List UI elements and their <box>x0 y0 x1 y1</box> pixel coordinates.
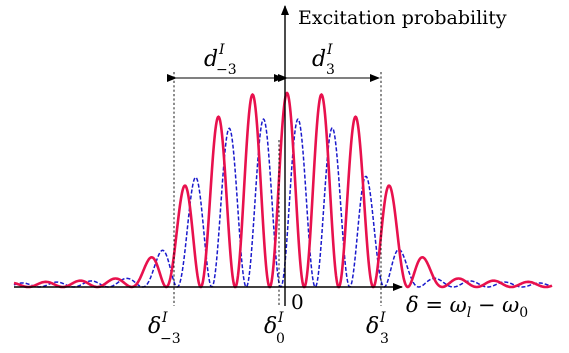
svg-text:−3: −3 <box>160 331 181 347</box>
delta-label-3: δ I 3 <box>366 310 389 347</box>
svg-text:−3: −3 <box>216 62 237 78</box>
distance-label-3: d I 3 <box>312 42 335 78</box>
svg-text:I: I <box>161 310 168 326</box>
delta-label-0: δ I 0 <box>264 310 285 347</box>
x-axis-label: δ = ωl − ω0 <box>406 293 528 321</box>
svg-text:δ: δ <box>148 314 161 339</box>
svg-text:3: 3 <box>326 62 335 78</box>
svg-text:δ: δ <box>264 314 277 339</box>
svg-text:I: I <box>379 310 386 326</box>
svg-text:I: I <box>326 42 333 58</box>
dashed-blue-curve <box>13 118 553 288</box>
origin-label: 0 <box>291 290 304 314</box>
svg-text:d: d <box>312 47 326 72</box>
distance-label-minus3: d I −3 <box>204 42 237 78</box>
y-axis-label: Excitation probability <box>298 7 507 29</box>
delta-label-minus3: δ I −3 <box>148 310 181 347</box>
svg-text:I: I <box>218 42 225 58</box>
svg-text:3: 3 <box>380 331 389 347</box>
svg-text:d: d <box>204 47 218 72</box>
solid-red-curve <box>13 91 553 289</box>
svg-text:δ: δ <box>366 314 379 339</box>
svg-text:0: 0 <box>276 331 285 347</box>
svg-text:I: I <box>277 310 284 326</box>
